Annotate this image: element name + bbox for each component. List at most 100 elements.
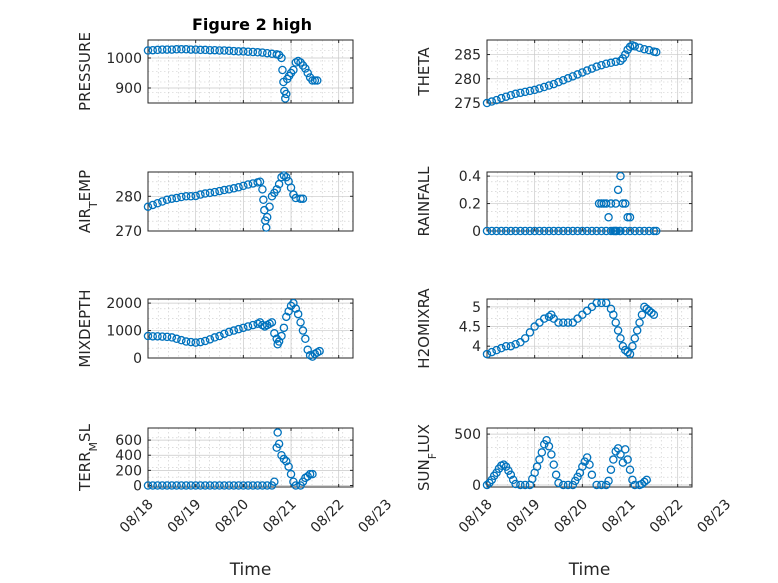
data-point <box>153 198 162 208</box>
data-point <box>220 481 229 490</box>
data-point <box>625 465 635 474</box>
data-point <box>267 318 277 327</box>
data-point <box>520 480 530 490</box>
data-point <box>649 310 659 319</box>
data-point <box>609 455 618 464</box>
data-point <box>210 333 219 342</box>
data-point <box>215 186 224 196</box>
data-point <box>308 352 317 361</box>
data-point <box>143 481 153 490</box>
data-point <box>554 478 563 488</box>
y-tick-label: 4 <box>472 339 481 355</box>
data-point <box>482 480 492 490</box>
y-tick-label: 1000 <box>106 51 142 67</box>
data-point <box>255 177 265 186</box>
data-point <box>625 349 635 359</box>
data-point <box>148 45 158 55</box>
data-point <box>525 86 535 96</box>
data-point <box>497 226 506 236</box>
y-axis-label: SUNFLUX <box>415 424 439 491</box>
data-point <box>525 328 535 337</box>
x-axis-label: Time <box>229 560 272 580</box>
data-point <box>162 45 172 54</box>
y-tick-label: 600 <box>115 433 142 449</box>
data-point <box>248 481 258 490</box>
data-point <box>215 481 224 490</box>
data-point <box>578 226 587 236</box>
data-point <box>573 226 582 236</box>
data-point <box>220 185 229 195</box>
data-point <box>277 172 286 182</box>
data-point <box>273 428 282 437</box>
data-point <box>191 338 200 347</box>
data-point <box>177 335 186 345</box>
x-tick-label: 08/19 <box>165 496 205 536</box>
y-axis-label: PRESSURE <box>76 32 94 111</box>
data-point <box>539 314 549 323</box>
data-point <box>568 318 578 327</box>
data-point <box>623 455 632 464</box>
data-point <box>554 226 563 236</box>
data-point <box>615 226 624 236</box>
y-tick-label: 200 <box>115 463 142 479</box>
data-point <box>205 188 215 198</box>
y-axis-label: H2OMIXRA <box>415 288 433 369</box>
data-point <box>274 439 284 449</box>
data-point <box>506 341 516 351</box>
data-point <box>281 94 290 103</box>
data-point <box>186 192 196 201</box>
data-point <box>606 465 616 474</box>
data-point <box>272 185 281 194</box>
data-point <box>492 226 501 236</box>
data-point <box>585 460 594 469</box>
data-point <box>308 469 317 479</box>
data-point <box>651 47 661 57</box>
data-point <box>613 185 623 195</box>
x-tick-label: 08/19 <box>504 496 544 536</box>
data-point <box>563 74 573 83</box>
data-point <box>592 226 601 236</box>
data-point <box>628 475 637 485</box>
data-point <box>162 481 172 490</box>
data-point <box>210 187 219 197</box>
data-point <box>270 477 279 486</box>
data-point <box>210 481 219 490</box>
data-point <box>511 89 520 99</box>
data-point <box>573 70 582 79</box>
chart-panel-3: 0 0.2 0.4 RAINFALL <box>415 166 693 240</box>
y-tick-label: 270 <box>115 224 142 240</box>
data-point <box>262 481 272 490</box>
data-point <box>229 326 239 335</box>
data-point <box>200 336 210 346</box>
data-point <box>196 45 205 55</box>
data-point <box>310 76 320 85</box>
data-point <box>549 460 558 469</box>
y-tick-label: 500 <box>454 427 481 443</box>
data-point <box>621 445 630 454</box>
data-point <box>148 332 158 341</box>
data-point <box>284 307 293 316</box>
data-point <box>482 349 492 359</box>
data-point <box>582 453 592 462</box>
data-point <box>532 462 542 471</box>
data-point <box>158 332 167 341</box>
data-point <box>487 97 497 106</box>
data-point <box>220 329 229 339</box>
data-point <box>587 470 597 480</box>
data-point <box>597 480 606 490</box>
data-point <box>191 191 200 201</box>
data-point <box>224 327 234 337</box>
data-point <box>601 298 611 308</box>
data-point <box>282 457 291 466</box>
axes-frame <box>486 298 693 359</box>
data-point <box>630 226 640 236</box>
data-point <box>303 68 312 78</box>
data-point <box>248 47 258 57</box>
data-point <box>554 77 563 87</box>
axes-frame <box>147 298 354 359</box>
data-point <box>482 226 492 236</box>
data-point <box>547 450 556 459</box>
x-tick-label: 08/21 <box>599 496 639 536</box>
data-point <box>621 50 630 59</box>
